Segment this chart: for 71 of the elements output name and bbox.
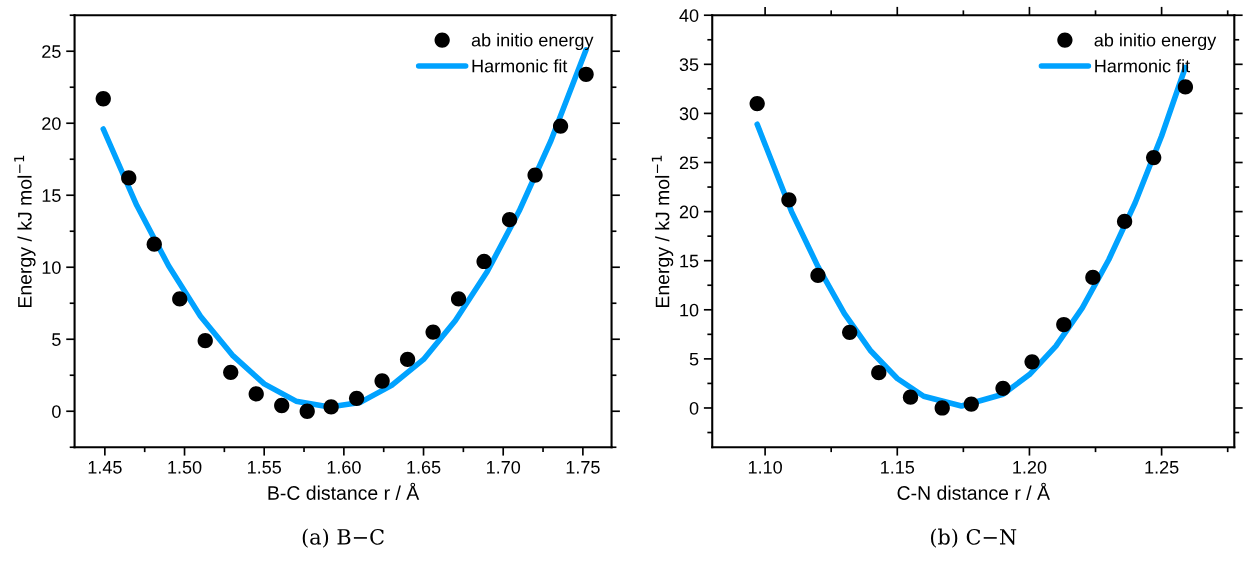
point [146,236,162,252]
point [1177,79,1194,95]
point [1116,213,1133,230]
point [810,267,826,284]
point [781,192,797,208]
y-axis-title: Energy / kJ mol$^{−1}$ [14,155,36,308]
y-tick-label: 5 [52,333,61,346]
y-tick-label: 5 [689,353,699,366]
x-tick-label: 1.15 [881,461,915,474]
point [223,364,239,381]
x-tick-label: 1.65 [407,460,441,474]
x-axis-title: B-C distance r / Å [268,482,420,500]
y-tick-label: 15 [42,189,61,202]
point [172,291,188,307]
y-tick-label: 40 [679,9,699,22]
x-tick-label: 1.50 [168,460,202,474]
legend-label: ab initio energy [471,33,594,51]
x-tick-label: 1.45 [88,461,122,474]
legend-label: ab initio energy [1094,33,1217,51]
x-tick-label: 1.25 [1145,460,1179,474]
point [348,390,365,406]
y-tick-label: 15 [680,254,699,268]
y-tick-label: 20 [679,205,699,219]
y-tick-label: 30 [679,107,699,121]
y-tick-label: 0 [52,405,61,418]
point [501,212,518,228]
point [121,170,137,186]
point [902,389,919,405]
x-tick-label: 1.20 [1013,460,1047,474]
x-tick-label: 1.60 [327,460,361,474]
point [1146,149,1162,166]
point [425,324,441,340]
point [871,364,887,381]
point [552,118,569,134]
point [95,91,111,107]
y-tick-label: 25 [42,45,61,58]
point [1024,354,1040,370]
x-axis-title: C-N distance r / Å [897,482,1050,500]
x-tick-label: 1.55 [248,461,282,474]
y-tick-label: 20 [42,117,61,130]
point [963,396,979,412]
legend-label: Harmonic fit [1095,59,1190,73]
y-tick-label: 0 [689,401,699,415]
x-tick-label: 1.10 [748,460,782,474]
point [197,333,213,349]
point [527,167,543,183]
point [248,386,264,402]
y-tick-label: 10 [42,261,61,274]
point [1085,269,1101,286]
x-tick-label: 1.75 [566,461,600,474]
point [399,351,416,368]
x-tick-label: 1.70 [487,460,521,474]
point [274,397,290,414]
point [374,373,390,389]
legend-label: Harmonic fit [472,59,568,73]
point [476,253,492,270]
point [1056,316,1072,333]
y-axis-title: Energy / kJ mol$^{−1}$ [651,155,674,308]
point [578,66,594,82]
point [934,400,950,416]
point [450,291,467,307]
text: (b) C−N [931,528,1017,548]
y-tick-label: 25 [679,156,699,170]
point [323,399,339,415]
y-tick-label: 10 [680,303,699,317]
point [299,403,315,419]
text: (a) B−C [302,528,384,548]
point [842,324,858,341]
point [749,95,765,112]
y-tick-label: 35 [679,58,699,72]
point [995,380,1011,396]
